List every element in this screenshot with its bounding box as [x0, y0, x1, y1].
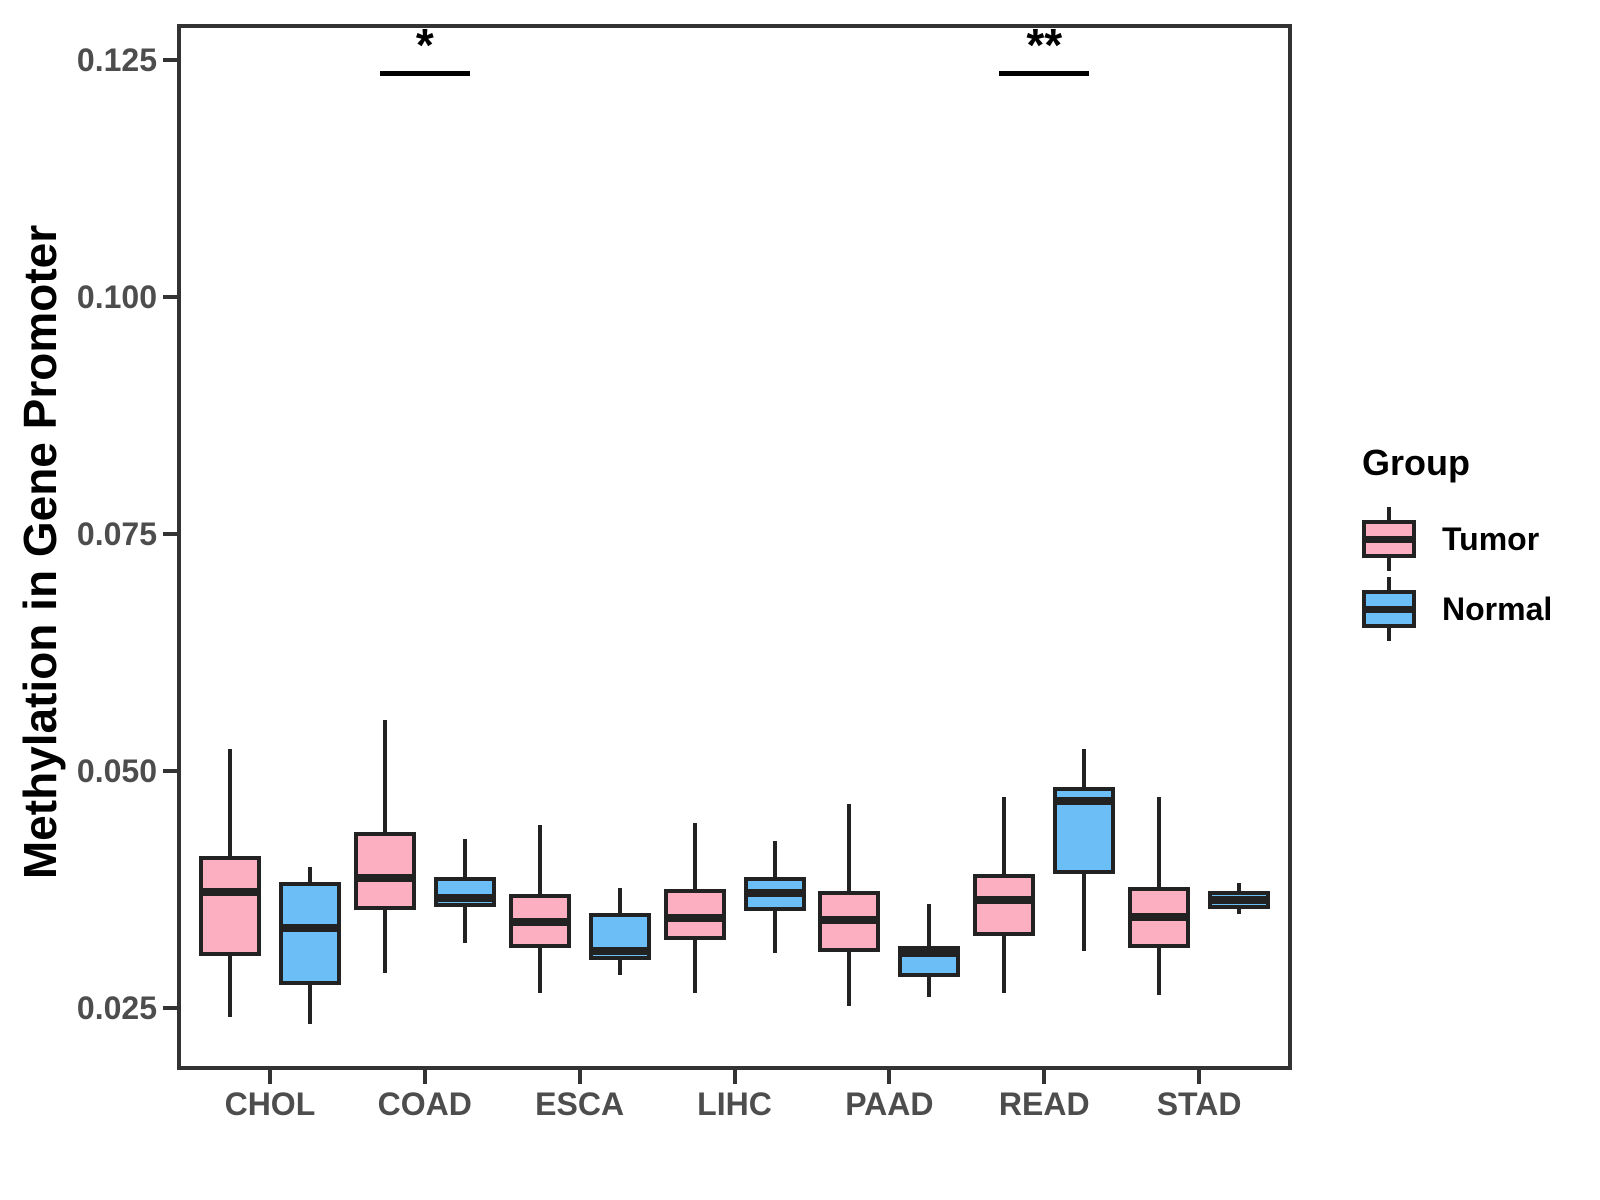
whisker-upper-LIHC-Tumor: [692, 823, 697, 889]
whisker-upper-LIHC-Normal: [772, 840, 777, 878]
median-COAD-Normal: [433, 894, 496, 903]
boxplot-glyph-tumor-icon: [1362, 504, 1416, 574]
median-PAAD-Normal: [898, 949, 961, 958]
whisker-upper-PAAD-Tumor: [847, 803, 852, 891]
y-tick-0.100: [163, 295, 177, 300]
median-COAD-Tumor: [353, 874, 416, 883]
glyph-whisker: [1387, 558, 1391, 571]
glyph-whisker: [1387, 507, 1391, 520]
median-ESCA-Normal: [588, 946, 651, 955]
whisker-upper-READ-Normal: [1082, 748, 1087, 788]
whisker-lower-LIHC-Normal: [772, 910, 777, 954]
legend-item-tumor: Tumor: [1362, 504, 1552, 574]
y-tick-0.125: [163, 58, 177, 63]
glyph-whisker: [1387, 577, 1391, 590]
x-tick-LIHC: [732, 1070, 737, 1084]
glyph-median: [1362, 606, 1416, 613]
x-tick-label-PAAD: PAAD: [845, 1086, 934, 1122]
whisker-lower-ESCA-Normal: [617, 959, 622, 976]
whisker-lower-STAD-Tumor: [1157, 947, 1162, 996]
median-CHOL-Normal: [278, 923, 341, 932]
whisker-lower-READ-Normal: [1082, 873, 1087, 951]
whisker-lower-COAD-Tumor: [382, 909, 387, 974]
x-tick-label-READ: READ: [998, 1086, 1090, 1122]
whisker-lower-PAAD-Tumor: [847, 952, 852, 1006]
x-tick-PAAD: [887, 1070, 892, 1084]
whisker-upper-CHOL-Tumor: [227, 749, 232, 856]
x-tick-label-COAD: COAD: [377, 1086, 472, 1122]
y-tick-label-0.100: 0.100: [76, 279, 157, 316]
y-tick-label-0.075: 0.075: [76, 516, 157, 553]
sig-label-READ: **: [1026, 19, 1063, 72]
box-READ-Tumor: [973, 873, 1036, 937]
whisker-upper-COAD-Tumor: [382, 720, 387, 832]
box-CHOL-Normal: [278, 882, 341, 985]
glyph-box: [1362, 520, 1416, 558]
glyph-whisker: [1387, 628, 1391, 641]
whisker-upper-CHOL-Normal: [307, 867, 312, 883]
sig-bar-COAD: [379, 71, 470, 77]
x-tick-CHOL: [267, 1070, 272, 1084]
whisker-upper-ESCA-Normal: [617, 887, 622, 913]
x-tick-label-CHOL: CHOL: [224, 1086, 316, 1122]
median-LIHC-Normal: [743, 888, 806, 897]
box-CHOL-Tumor: [198, 855, 261, 957]
legend: Group Tumor Normal: [1362, 442, 1552, 644]
whisker-upper-COAD-Normal: [462, 838, 467, 877]
legend-item-normal: Normal: [1362, 574, 1552, 644]
legend-label-normal: Normal: [1442, 590, 1553, 627]
y-tick-label-0.050: 0.050: [76, 753, 157, 790]
x-tick-label-LIHC: LIHC: [697, 1086, 772, 1122]
legend-label-tumor: Tumor: [1442, 520, 1540, 557]
whisker-upper-STAD-Tumor: [1157, 796, 1162, 887]
whisker-lower-ESCA-Tumor: [537, 947, 542, 994]
median-LIHC-Tumor: [663, 914, 726, 923]
median-ESCA-Tumor: [508, 918, 571, 927]
x-tick-label-STAD: STAD: [1156, 1086, 1242, 1122]
y-tick-label-0.125: 0.125: [76, 42, 157, 79]
x-tick-STAD: [1197, 1070, 1202, 1084]
glyph-median: [1362, 536, 1416, 543]
median-STAD-Normal: [1208, 896, 1271, 905]
glyph-box: [1362, 590, 1416, 628]
median-READ-Normal: [1053, 796, 1116, 805]
median-CHOL-Tumor: [198, 887, 261, 896]
whisker-lower-COAD-Normal: [462, 906, 467, 943]
y-tick-0.075: [163, 532, 177, 537]
median-READ-Tumor: [973, 896, 1036, 905]
box-COAD-Tumor: [353, 831, 416, 910]
whisker-lower-CHOL-Normal: [307, 984, 312, 1024]
whisker-upper-ESCA-Tumor: [537, 825, 542, 894]
sig-bar-READ: [999, 71, 1090, 77]
sig-label-COAD: *: [415, 19, 434, 72]
whisker-upper-STAD-Normal: [1237, 883, 1242, 891]
whisker-lower-CHOL-Tumor: [227, 956, 232, 1017]
whisker-lower-STAD-Normal: [1237, 908, 1242, 915]
x-tick-COAD: [422, 1070, 427, 1084]
legend-title: Group: [1362, 442, 1470, 483]
y-tick-label-0.025: 0.025: [76, 990, 157, 1027]
y-tick-0.025: [163, 1006, 177, 1011]
whisker-lower-READ-Tumor: [1002, 936, 1007, 994]
whisker-lower-PAAD-Normal: [927, 977, 932, 997]
x-tick-ESCA: [577, 1070, 582, 1084]
median-STAD-Tumor: [1128, 913, 1191, 922]
x-tick-label-ESCA: ESCA: [535, 1086, 625, 1122]
boxplot-glyph-normal-icon: [1362, 574, 1416, 644]
median-PAAD-Tumor: [818, 916, 881, 925]
whisker-lower-LIHC-Tumor: [692, 940, 697, 994]
whisker-upper-PAAD-Normal: [927, 904, 932, 946]
y-tick-0.050: [163, 769, 177, 774]
x-tick-READ: [1042, 1070, 1047, 1084]
whisker-upper-READ-Tumor: [1002, 796, 1007, 874]
